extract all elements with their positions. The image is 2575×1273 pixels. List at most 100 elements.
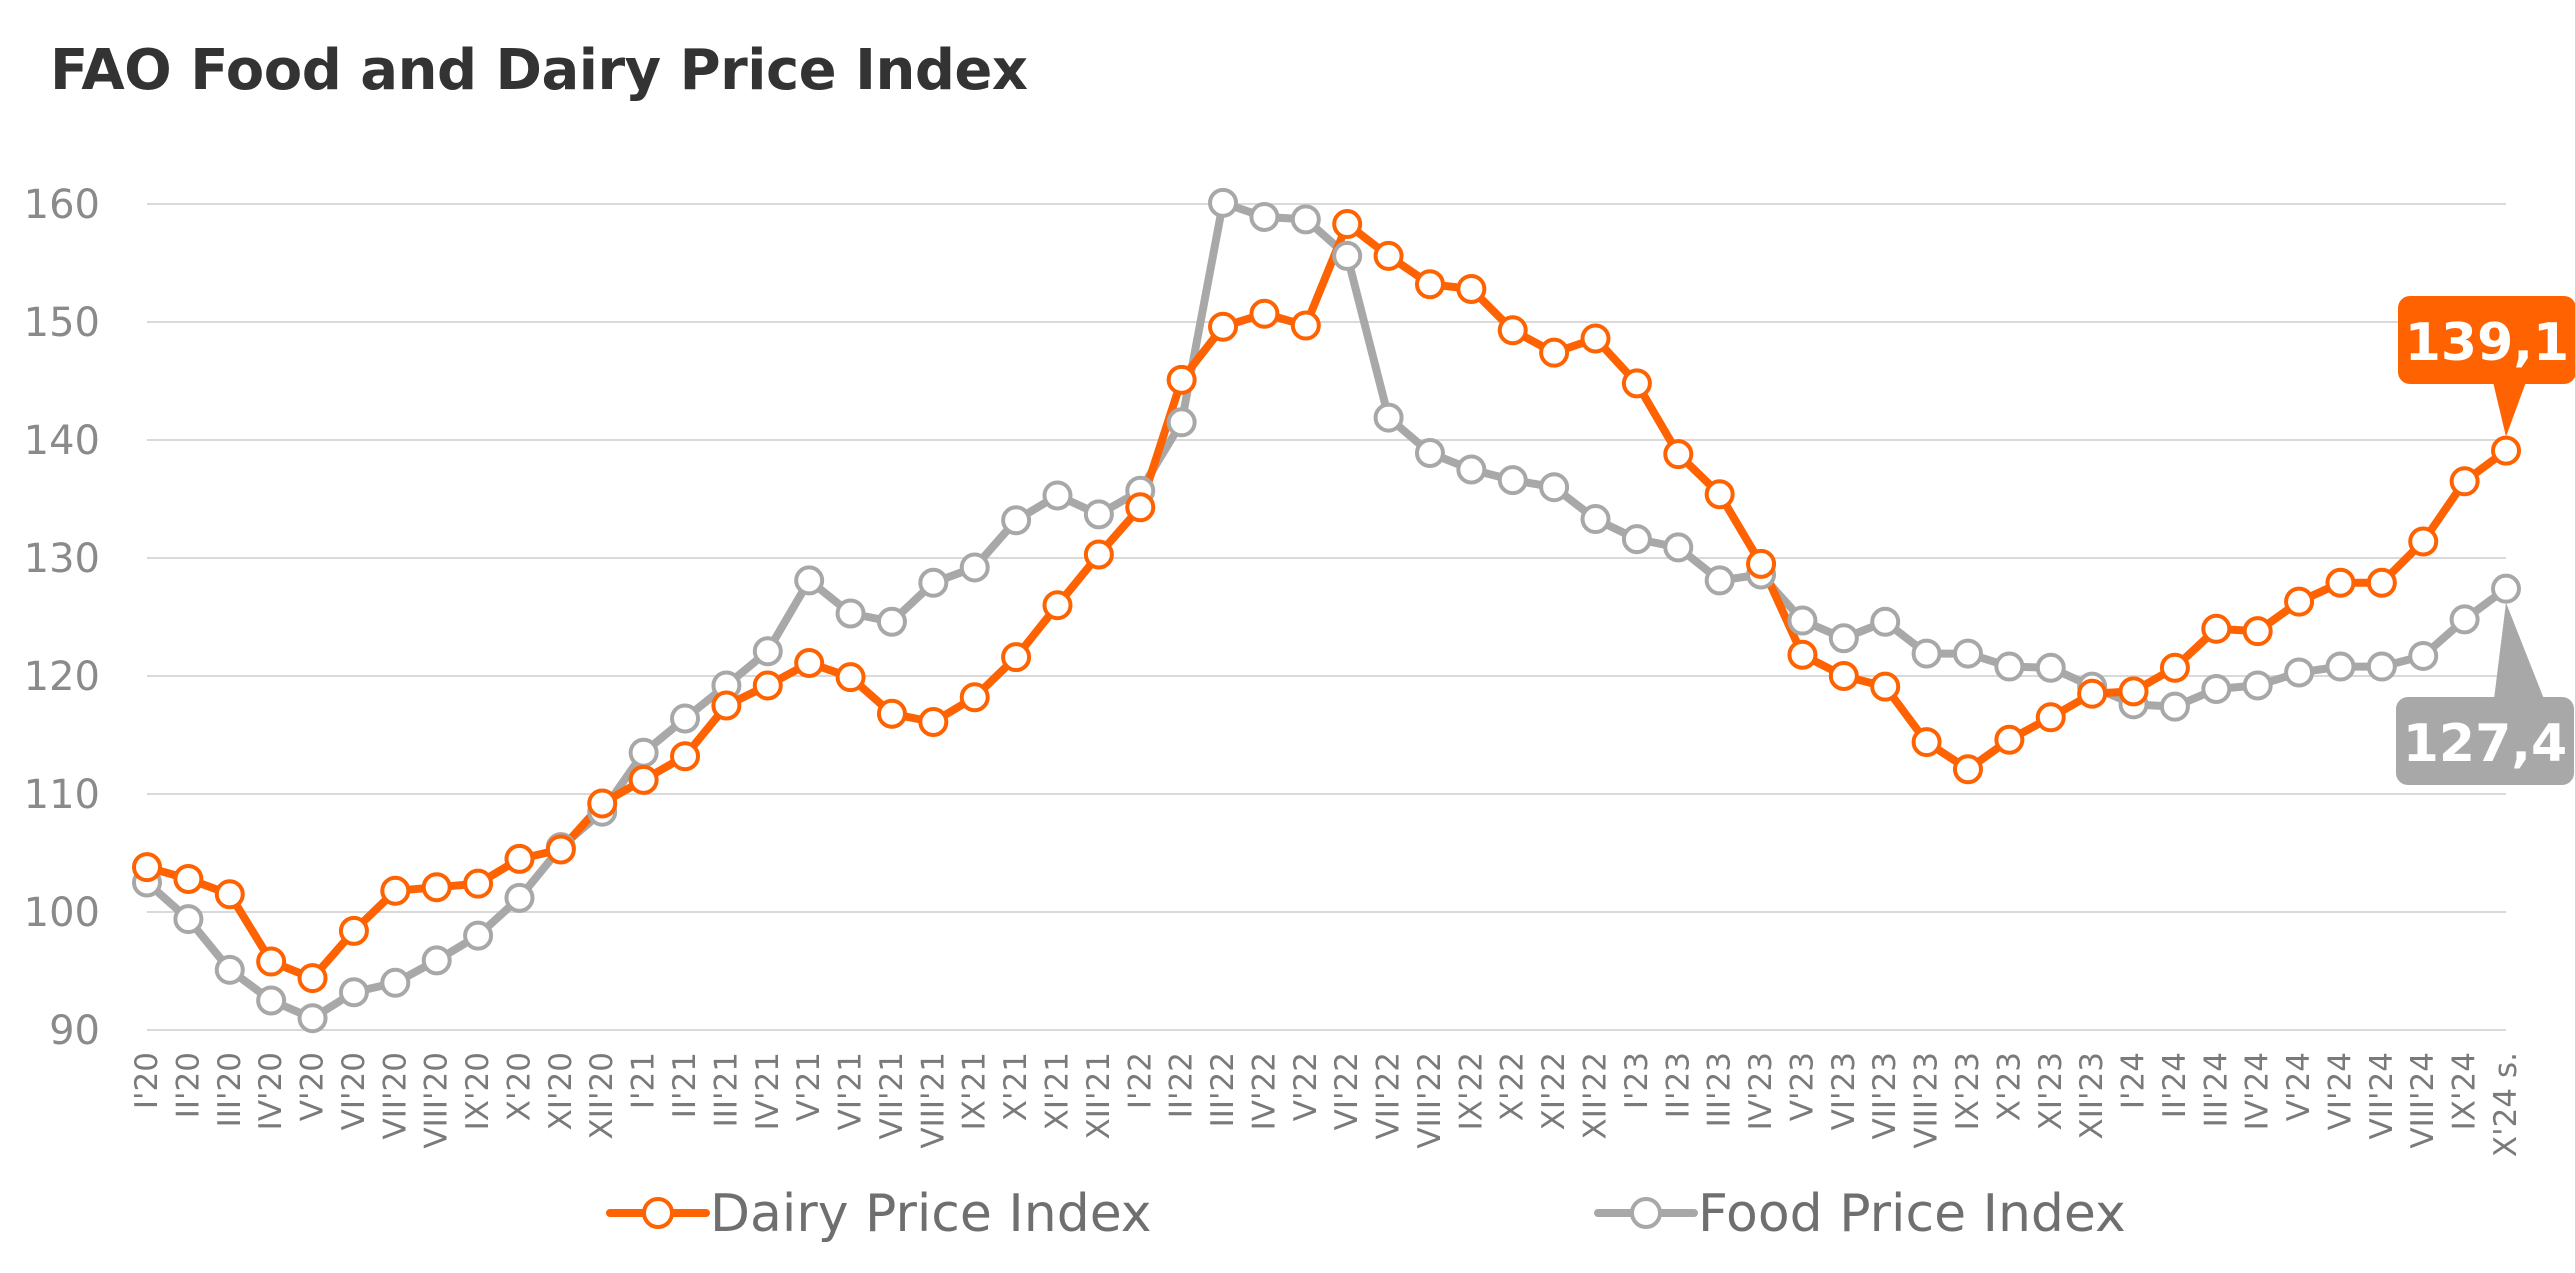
data-point — [1042, 480, 1073, 511]
data-point — [1870, 671, 1901, 702]
x-tick-label: VI'21 — [833, 1052, 869, 1130]
x-tick-label: XI'21 — [1039, 1052, 1075, 1130]
x-tick-label: VII'24 — [2364, 1052, 2400, 1139]
data-point — [959, 682, 990, 713]
x-tick-label: III'23 — [1702, 1052, 1738, 1127]
data-point — [876, 698, 907, 729]
data-point — [1952, 754, 1983, 785]
data-point — [421, 945, 452, 976]
data-point — [1787, 639, 1818, 670]
data-point — [1166, 407, 1197, 438]
data-point — [2118, 676, 2149, 707]
x-tick-label: X'21 — [998, 1052, 1034, 1121]
data-point — [297, 1003, 328, 1034]
data-point — [1208, 187, 1239, 218]
legend-dairy-marker — [642, 1197, 674, 1229]
data-point — [1911, 727, 1942, 758]
data-point — [1332, 209, 1363, 240]
data-point — [2159, 691, 2190, 722]
x-tick-label: VI'23 — [1826, 1052, 1862, 1130]
x-tick-label: IX'23 — [1950, 1052, 1986, 1130]
x-tick-label: IX'21 — [957, 1052, 993, 1130]
legend-food-marker — [1630, 1197, 1662, 1229]
data-point — [256, 985, 287, 1016]
data-point — [338, 977, 369, 1008]
data-point — [1580, 323, 1611, 354]
data-point — [1663, 439, 1694, 470]
data-point — [463, 868, 494, 899]
data-point — [1208, 311, 1239, 342]
x-tick-label: V'22 — [1288, 1052, 1324, 1121]
data-point — [2159, 652, 2190, 683]
data-point — [1373, 402, 1404, 433]
y-tick-label: 130 — [24, 536, 100, 582]
y-tick-label: 90 — [49, 1008, 100, 1054]
data-point — [421, 872, 452, 903]
data-point — [752, 636, 783, 667]
grid-lines — [147, 203, 2506, 1031]
data-point — [2366, 651, 2397, 682]
callout-pointer — [2493, 382, 2526, 437]
x-tick-label: VIII'21 — [915, 1052, 951, 1149]
x-axis: I'20 II'20 III'20 IV'20 V'20 VI'20 VII'20 VIII'… — [129, 1052, 2524, 1157]
data-point — [2408, 640, 2439, 671]
data-point — [1332, 240, 1363, 271]
data-point — [2491, 573, 2521, 604]
x-tick-label: IV'21 — [750, 1052, 786, 1130]
data-point — [1621, 524, 1652, 555]
series-lines — [143, 198, 2510, 1023]
data-point — [2491, 435, 2521, 466]
data-point — [1456, 273, 1487, 304]
data-point — [628, 737, 659, 768]
data-point — [545, 834, 576, 865]
y-tick-label: 120 — [24, 654, 100, 700]
data-point — [1994, 651, 2025, 682]
x-tick-label: III'21 — [708, 1052, 744, 1127]
y-tick-label: 110 — [24, 772, 100, 818]
y-axis: 90 100 110 120 130 140 150 160 — [24, 182, 100, 1054]
data-point — [1704, 479, 1735, 510]
data-point — [380, 967, 411, 998]
x-tick-label: V'23 — [1784, 1052, 1820, 1121]
x-tick-label: III'20 — [212, 1052, 248, 1127]
data-point — [1166, 364, 1197, 395]
data-point — [1994, 724, 2025, 755]
data-point — [1911, 638, 1942, 669]
data-point — [1125, 492, 1156, 523]
data-point — [794, 648, 825, 679]
x-tick-label: X'24 s. — [2488, 1052, 2524, 1157]
data-point — [794, 565, 825, 596]
x-tick-label: IV'23 — [1743, 1052, 1779, 1130]
chart-title: FAO Food and Dairy Price Index — [50, 38, 1028, 103]
data-point — [1539, 472, 1570, 503]
data-point — [2325, 651, 2356, 682]
data-point — [1704, 565, 1735, 596]
x-tick-label: XII'20 — [584, 1052, 620, 1140]
y-tick-label: 160 — [24, 182, 100, 228]
x-tick-label: VII'22 — [1371, 1052, 1407, 1139]
x-tick-label: II'23 — [1660, 1052, 1696, 1118]
data-point — [1539, 337, 1570, 368]
x-tick-label: IX'22 — [1453, 1052, 1489, 1130]
x-tick-label: VI'22 — [1329, 1052, 1365, 1130]
y-tick-label: 140 — [24, 418, 100, 464]
data-point — [1580, 504, 1611, 535]
x-tick-label: VIII'20 — [419, 1052, 455, 1149]
callout-box — [2398, 296, 2575, 384]
x-tick-label: II'20 — [170, 1052, 206, 1118]
data-point — [1414, 437, 1445, 468]
data-point — [1414, 269, 1445, 300]
data-point — [463, 920, 494, 951]
data-point — [2242, 670, 2273, 701]
x-tick-label: I'24 — [2116, 1052, 2152, 1109]
x-tick-label: X'22 — [1495, 1052, 1531, 1121]
y-tick-label: 150 — [24, 300, 100, 346]
data-point — [132, 852, 162, 883]
data-point — [1249, 201, 1280, 232]
x-tick-label: IV'22 — [1246, 1052, 1282, 1130]
x-tick-label: XI'22 — [1536, 1052, 1572, 1130]
x-tick-label: X'23 — [1991, 1052, 2027, 1121]
data-point — [2242, 616, 2273, 647]
x-tick-label: III'24 — [2198, 1052, 2234, 1127]
data-point — [959, 552, 990, 583]
